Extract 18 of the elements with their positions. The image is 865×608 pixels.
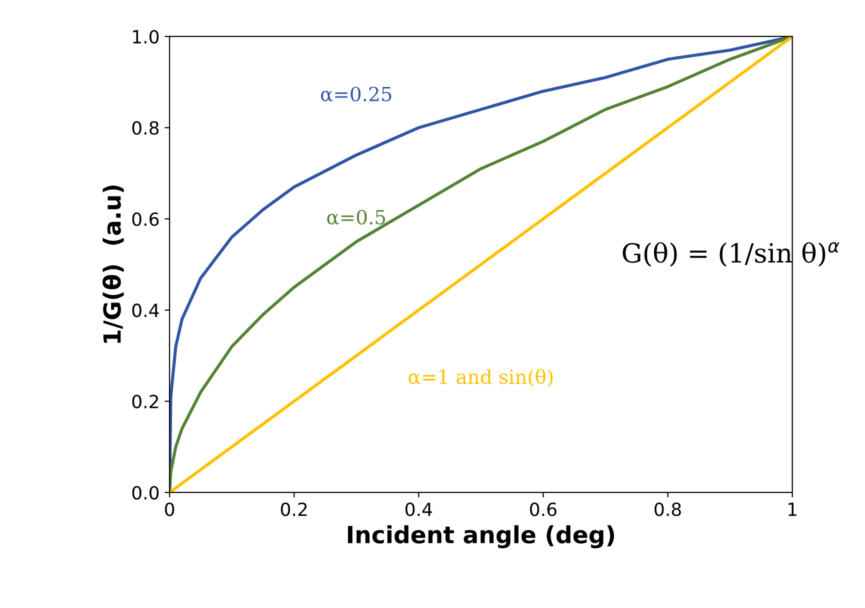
series-label: α=0.5 — [327, 210, 386, 225]
x-axis-title: Incident angle (deg) — [348, 525, 614, 548]
y-tick-label: 0.4 — [132, 304, 159, 318]
x-tick-label: 0.8 — [654, 502, 681, 516]
text: α=1 and sin(θ) — [408, 368, 553, 387]
x-tick-label: 0.4 — [405, 502, 432, 516]
x-tick-label: 0.2 — [280, 502, 307, 516]
y-tick-label: 1.0 — [133, 30, 159, 44]
y-tick-label: 0.6 — [132, 212, 159, 226]
series-label: α=0.25 — [320, 86, 392, 102]
y-axis-title: 1/G(θ) (a.u) — [102, 186, 124, 343]
y-tick-label: 0.0 — [132, 486, 159, 500]
y-tick-label: 0.8 — [132, 121, 159, 135]
y-tick-label: 0.2 — [132, 394, 158, 408]
x-tick-label: 1 — [788, 502, 796, 516]
x-tick-label: 0 — [164, 502, 174, 516]
x-tick-label: 0.6 — [530, 502, 556, 516]
annotation: G(θ) = (1/sin θ)$^{α}$ — [622, 242, 840, 267]
